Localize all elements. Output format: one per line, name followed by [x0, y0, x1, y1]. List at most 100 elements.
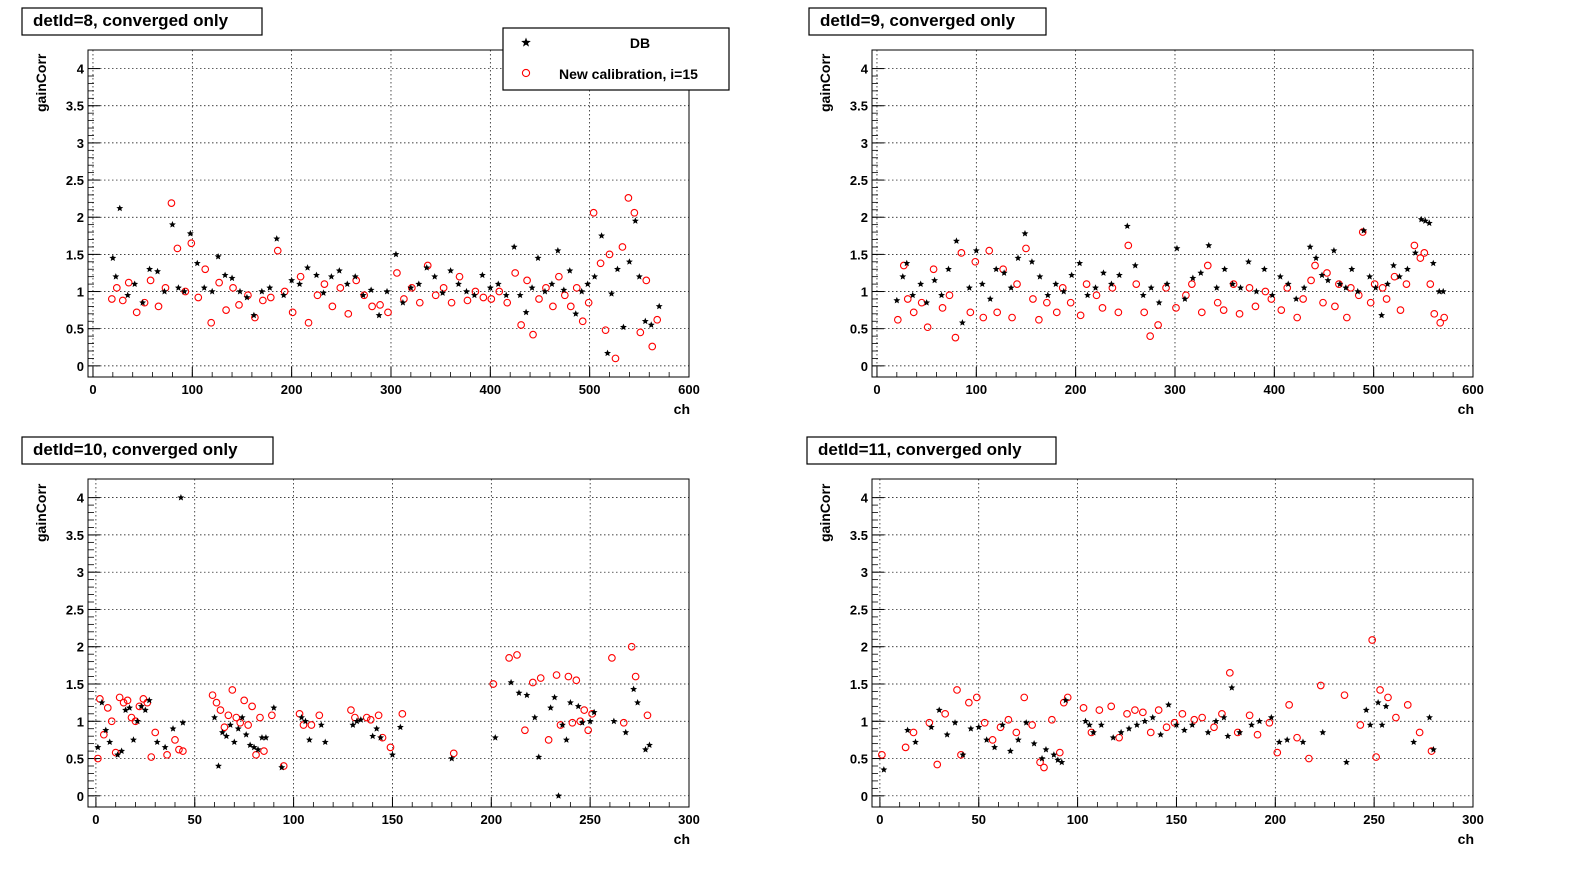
point-db	[343, 280, 351, 288]
point-db	[106, 738, 114, 746]
x-tick-label: 300	[678, 812, 700, 827]
point-db	[1248, 721, 1255, 728]
point-db	[551, 693, 558, 701]
x-tick-label: 0	[92, 812, 99, 827]
point-new-calibration	[1042, 298, 1051, 307]
point-db	[554, 247, 562, 254]
point-new-calibration	[528, 678, 537, 687]
point-new-calibration	[1265, 718, 1274, 727]
point-db	[486, 284, 494, 291]
point-db	[177, 494, 185, 501]
point-db	[1014, 254, 1022, 261]
point-db	[560, 286, 568, 293]
point-new-calibration	[572, 283, 581, 292]
point-db	[392, 250, 400, 258]
point-new-calibration	[479, 293, 488, 302]
point-new-calibration	[119, 698, 128, 707]
point-db	[1180, 726, 1188, 734]
point-new-calibration	[972, 693, 981, 702]
point-new-calibration	[1140, 308, 1149, 317]
point-new-calibration	[608, 654, 616, 662]
point-db	[124, 291, 132, 299]
point-db	[917, 280, 925, 288]
point-db	[1131, 261, 1139, 269]
point-db	[945, 265, 952, 273]
point-new-calibration	[1008, 313, 1016, 322]
point-db	[578, 287, 586, 295]
point-new-calibration	[1082, 280, 1091, 288]
point-db	[1014, 736, 1022, 743]
point-new-calibration	[596, 259, 605, 268]
point-db	[927, 723, 935, 731]
legend-box	[502, 27, 730, 91]
point-new-calibration	[1335, 280, 1343, 288]
point-new-calibration	[1392, 713, 1400, 722]
point-new-calibration	[1182, 291, 1190, 300]
y-tick-label: 3.5	[66, 99, 84, 114]
point-db	[94, 743, 102, 751]
point-new-calibration	[487, 295, 496, 303]
point-new-calibration	[1430, 309, 1439, 318]
point-db	[1275, 738, 1283, 746]
point-new-calibration	[171, 736, 179, 744]
point-db	[169, 725, 177, 732]
point-db	[1173, 244, 1181, 252]
y-tick-label: 2.5	[66, 602, 84, 617]
point-new-calibration	[505, 654, 513, 662]
point-db	[608, 290, 615, 297]
point-db	[317, 721, 325, 728]
point-new-calibration	[1402, 280, 1411, 288]
point-db	[986, 295, 994, 302]
point-new-calibration	[1372, 753, 1380, 761]
point-new-calibration	[344, 309, 353, 318]
point-db	[145, 696, 153, 704]
point-db	[943, 731, 951, 738]
point-new-calibration	[923, 323, 932, 332]
point-new-calibration	[386, 743, 395, 752]
point-new-calibration	[1370, 280, 1379, 288]
point-db	[622, 728, 630, 736]
point-db	[463, 287, 470, 295]
point-db	[523, 691, 531, 699]
point-new-calibration	[328, 302, 337, 311]
y-tick-label: 4	[861, 62, 869, 77]
point-db	[584, 280, 592, 288]
point-new-calibration	[555, 272, 563, 281]
point-new-calibration	[1340, 691, 1349, 700]
point-db	[903, 259, 911, 267]
point-new-calibration	[1066, 298, 1075, 307]
point-db	[471, 291, 478, 299]
point-db	[131, 280, 139, 288]
point-db	[1044, 291, 1052, 299]
point-db	[118, 747, 126, 754]
point-new-calibration	[985, 246, 994, 255]
point-db	[959, 751, 967, 758]
point-new-calibration	[224, 711, 233, 720]
point-db	[169, 221, 176, 228]
point-db	[200, 284, 208, 291]
point-db	[359, 291, 367, 299]
point-new-calibration	[893, 315, 902, 324]
x-tick-label: 500	[579, 382, 601, 397]
point-new-calibration	[220, 723, 229, 732]
point-new-calibration	[187, 239, 196, 248]
point-db	[399, 299, 407, 306]
point-db	[280, 291, 288, 299]
point-new-calibration	[1311, 261, 1319, 270]
point-new-calibration	[1188, 280, 1196, 288]
point-new-calibration	[544, 736, 553, 744]
y-tick-label: 2.5	[850, 173, 868, 188]
point-new-calibration	[584, 726, 593, 735]
point-db	[1306, 243, 1314, 250]
point-db	[938, 291, 945, 299]
point-new-calibration	[216, 706, 225, 714]
point-db	[548, 280, 556, 288]
point-new-calibration	[1316, 681, 1325, 690]
point-db	[258, 287, 266, 295]
point-db	[598, 232, 606, 239]
point-new-calibration	[194, 293, 203, 302]
y-axis-title: gainCorr	[817, 483, 833, 542]
point-db	[179, 719, 187, 726]
point-new-calibration	[449, 749, 458, 758]
